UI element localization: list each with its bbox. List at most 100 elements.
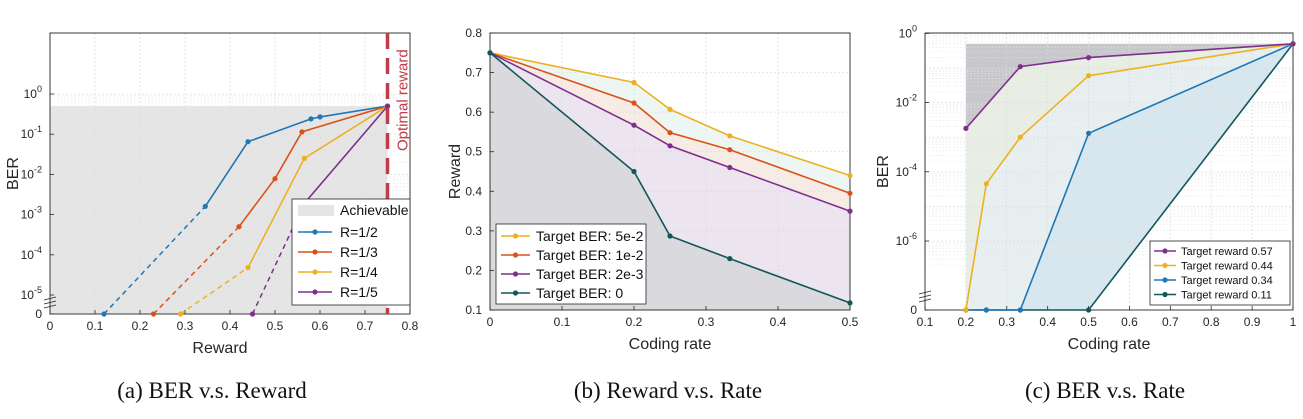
y-tick-label: 100 xyxy=(899,23,917,40)
legend-marker xyxy=(1162,277,1168,283)
y-tick-label: 0.2 xyxy=(465,263,482,277)
legend-box xyxy=(495,223,647,305)
x-tick-label: 0.3 xyxy=(998,315,1015,329)
y-axis-label: BER xyxy=(875,155,892,188)
data-point xyxy=(727,256,733,262)
legend-label: Target reward 0.44 xyxy=(1181,261,1273,273)
x-tick-label: 0.8 xyxy=(1203,315,1220,329)
axis-break-icon xyxy=(918,290,932,303)
data-point xyxy=(727,147,733,153)
data-point xyxy=(177,311,184,317)
y-tick-label: 0.7 xyxy=(465,66,482,80)
data-point xyxy=(847,208,853,214)
x-tick-label: 0.7 xyxy=(1162,315,1179,329)
x-tick-label: 0.5 xyxy=(267,319,284,333)
x-tick-label: 0.9 xyxy=(1244,315,1261,329)
y-tick-label: 0 xyxy=(35,307,42,321)
legend-marker xyxy=(1162,291,1168,298)
data-point xyxy=(308,116,314,122)
series-line xyxy=(238,105,388,228)
legend-label: R=1/3 xyxy=(340,244,378,260)
y-tick-label: 0.6 xyxy=(465,105,482,119)
data-point xyxy=(1086,130,1092,136)
x-tick-label: 0.2 xyxy=(626,315,643,329)
data-point xyxy=(272,176,278,182)
data-point xyxy=(101,311,107,317)
data-point xyxy=(236,224,242,230)
y-tick-label: 10-2 xyxy=(21,164,42,181)
region-fill xyxy=(965,43,1293,129)
legend-label: Target reward 0.34 xyxy=(1181,275,1273,287)
legend-marker xyxy=(1162,262,1168,269)
data-point xyxy=(245,265,251,271)
legend-marker xyxy=(512,233,519,239)
x-tick-label: 1 xyxy=(1290,315,1297,329)
data-point xyxy=(631,168,637,175)
legend-label: Target BER: 2e-3 xyxy=(536,266,644,282)
legend-marker xyxy=(1162,248,1168,254)
plot-frame xyxy=(489,32,851,311)
axis-break-icon xyxy=(43,296,57,309)
legend-marker xyxy=(312,289,318,295)
data-point xyxy=(847,172,853,179)
x-tick-label: 0.4 xyxy=(770,315,787,329)
x-axis-label: Coding rate xyxy=(629,336,712,353)
data-point xyxy=(202,203,208,209)
data-point xyxy=(667,130,673,136)
series-dashed-line xyxy=(152,226,240,315)
x-tick-label: 0.2 xyxy=(132,319,149,333)
legend-label: Target reward 0.57 xyxy=(1181,246,1273,258)
legend-label: Target reward 0.11 xyxy=(1181,290,1272,302)
optimal-reward-label: Optimal reward xyxy=(395,49,412,151)
data-point xyxy=(1086,55,1092,61)
x-tick-label: 0.1 xyxy=(554,315,571,329)
data-point xyxy=(1017,134,1023,140)
region-fill xyxy=(490,52,850,194)
y-tick-label: 0.4 xyxy=(465,184,482,198)
y-tick-label: 10-3 xyxy=(21,205,42,222)
legend-marker xyxy=(512,252,519,258)
legend-label: R=1/2 xyxy=(340,224,378,240)
legend-label: R=1/4 xyxy=(340,264,378,280)
x-tick-label: 0.4 xyxy=(222,319,239,333)
data-point xyxy=(963,307,969,313)
data-point xyxy=(983,181,989,187)
data-point xyxy=(631,100,637,106)
data-point xyxy=(1086,73,1092,79)
legend-label: Achievable xyxy=(340,202,409,218)
x-tick-label: 0.5 xyxy=(1080,315,1097,329)
x-tick-label: 0.7 xyxy=(357,319,374,333)
panel-caption: (c) BER v.s. Rate xyxy=(1025,378,1185,403)
y-tick-label: 10-5 xyxy=(21,285,42,302)
legend-label: R=1/5 xyxy=(340,284,378,300)
data-point xyxy=(1290,41,1296,47)
y-tick-label: 10-4 xyxy=(896,162,917,179)
data-point xyxy=(727,164,733,171)
x-tick-label: 0 xyxy=(47,319,54,333)
y-tick-label: 0.3 xyxy=(465,224,482,238)
x-tick-label: 0.1 xyxy=(87,319,104,333)
x-tick-label: 0.1 xyxy=(917,315,934,329)
x-tick-label: 0.5 xyxy=(842,315,859,329)
x-tick-label: 0.2 xyxy=(958,315,975,329)
x-tick-label: 0.6 xyxy=(312,319,329,333)
data-point xyxy=(1017,64,1023,70)
panel-caption: (b) Reward v.s. Rate xyxy=(574,378,762,403)
data-point xyxy=(384,103,391,109)
data-point xyxy=(983,307,989,313)
data-point xyxy=(301,155,307,161)
y-tick-label: 0.8 xyxy=(465,26,482,40)
data-point xyxy=(1086,307,1092,313)
panel-caption: (a) BER v.s. Reward xyxy=(117,378,307,403)
data-point xyxy=(317,114,323,120)
legend-label: Target BER: 1e-2 xyxy=(536,247,644,263)
series-dashed-line xyxy=(103,205,206,315)
legend-marker xyxy=(312,269,318,275)
x-tick-label: 0.3 xyxy=(698,315,715,329)
x-tick-label: 0.3 xyxy=(177,319,194,333)
y-tick-label: 0.5 xyxy=(465,145,482,159)
data-point xyxy=(631,122,637,128)
legend-marker xyxy=(312,229,318,235)
y-tick-label: 0 xyxy=(910,303,917,317)
legend-label: Target BER: 0 xyxy=(536,285,623,301)
